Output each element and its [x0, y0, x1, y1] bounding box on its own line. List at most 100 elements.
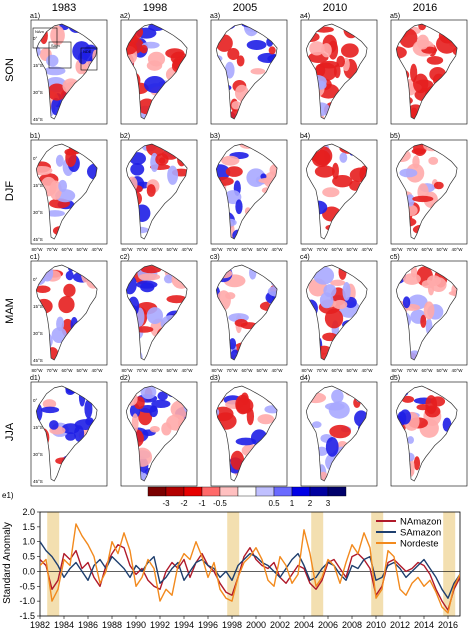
- anomaly-patch: [235, 437, 256, 446]
- map-panel-b5: b5) 80°W 70°W 60°W 50°W 40°W: [390, 133, 468, 252]
- year-header-2010: 2010: [323, 2, 347, 14]
- map-panel-a5: a5): [390, 13, 468, 125]
- anomaly-patch: [309, 41, 325, 56]
- anomaly-patch: [163, 274, 174, 284]
- panel-label: d1): [30, 375, 40, 382]
- lat-tick-label: 0°: [33, 156, 38, 161]
- coastline: [35, 23, 98, 120]
- x-tick-label: 2006: [318, 620, 338, 630]
- lon-tick-label: 80°W: [391, 368, 403, 373]
- lon-tick-label: 60°W: [421, 247, 433, 252]
- panel-label: c2): [120, 254, 130, 261]
- map-panel-c4: c4) 80°W 70°W 60°W 50°W 40°W: [300, 254, 378, 373]
- lon-tick-label: 60°W: [331, 368, 343, 373]
- lon-tick-label: 50°W: [436, 368, 448, 373]
- colorbar-swatch: [219, 486, 239, 497]
- panel-label: b2): [120, 133, 130, 140]
- map-panel-d3: d3): [210, 375, 288, 487]
- series-line-samazon: [40, 541, 460, 599]
- lon-tick-label: 80°W: [211, 247, 223, 252]
- legend-entry: SAmazon: [400, 528, 441, 539]
- colorbar-swatch: [165, 486, 185, 497]
- coastline: [125, 23, 188, 120]
- legend-entry: NAmazon: [400, 517, 442, 528]
- map-panel-c2: c2) 80°W 70°W 60°W 50°W 40°W: [120, 254, 198, 373]
- anomaly-patch: [433, 181, 444, 190]
- highlight-band: [311, 512, 324, 616]
- anomaly-patch: [250, 68, 266, 75]
- x-tick-label: 2010: [366, 620, 386, 630]
- lat-tick-label: 45°S: [33, 358, 43, 363]
- x-tick-label: 2008: [342, 620, 362, 630]
- y-tick-label: 1.0: [22, 537, 35, 547]
- year-header-1983: 1983: [52, 2, 76, 14]
- lon-tick-label: 50°W: [256, 247, 268, 252]
- anomaly-patch: [269, 163, 278, 177]
- anomaly-patch: [416, 34, 430, 50]
- lat-tick-label: 45°S: [33, 237, 43, 242]
- lon-tick-label: 60°W: [151, 247, 163, 252]
- anomaly-patch: [140, 282, 155, 293]
- anomaly-patch: [324, 402, 345, 411]
- anomaly-patch: [138, 273, 161, 281]
- x-tick-label: 1982: [30, 620, 50, 630]
- anomaly-patch: [333, 64, 341, 79]
- coastline: [215, 23, 278, 120]
- lon-tick-label: 80°W: [301, 368, 313, 373]
- x-tick-label: 2000: [246, 620, 266, 630]
- lon-tick-label: 80°W: [121, 368, 133, 373]
- anomaly-patch: [56, 316, 65, 332]
- coastline: [305, 143, 368, 240]
- coastline: [395, 385, 458, 482]
- anomaly-patch: [55, 154, 64, 167]
- lat-tick-label: 15°S: [33, 183, 43, 188]
- lon-tick-label: 40°W: [271, 247, 283, 252]
- coastline: [395, 264, 458, 361]
- anomaly-patch: [216, 164, 231, 181]
- lat-tick-label: 30°S: [33, 452, 43, 457]
- land-fill: [216, 265, 278, 360]
- lon-tick-label: 40°W: [181, 247, 193, 252]
- y-axis: -1.5 -1.0 -0.5 0.0 0.5 1.0 1.5 2.0: [19, 507, 40, 621]
- coastline: [215, 143, 278, 240]
- lon-tick-label: 60°W: [61, 368, 73, 373]
- map-panel-a2: a2): [120, 13, 198, 125]
- season-labels: SON DJF MAM JJA: [4, 58, 16, 441]
- colorbar-swatch: [327, 486, 347, 497]
- anomaly-patch: [157, 391, 168, 401]
- lon-tick-label: 40°W: [361, 247, 373, 252]
- anomaly-patch: [146, 144, 166, 157]
- y-tick-label: 0.0: [22, 566, 35, 576]
- panel-label: c4): [300, 254, 310, 261]
- panel-label: b1): [30, 133, 40, 140]
- x-tick-label: 1988: [102, 620, 122, 630]
- map-panel-grid: a1) 0° 15°S 30°S 45°S NAm SAm NDE a2) a3) a4) a5) b1…: [30, 13, 468, 487]
- region-box-label: NDE: [83, 49, 92, 54]
- lon-tick-label: 50°W: [166, 368, 178, 373]
- y-tick-label: 0.5: [22, 552, 35, 562]
- coastline: [35, 143, 98, 240]
- anomaly-patch: [235, 397, 254, 414]
- anomaly-patch: [330, 279, 346, 286]
- lon-tick-label: 60°W: [241, 247, 253, 252]
- anomaly-patch: [225, 292, 236, 300]
- series-line-namazon: [40, 544, 460, 611]
- season-label-djf: DJF: [4, 181, 16, 201]
- panel-label: b3): [210, 133, 220, 140]
- anomaly-patch: [149, 405, 158, 418]
- colorbar-tick-label: 3: [326, 499, 331, 508]
- anomaly-patch: [336, 55, 346, 68]
- anomaly-patch: [265, 291, 278, 304]
- lon-tick-label: 70°W: [316, 368, 328, 373]
- anomaly-patch: [268, 46, 276, 55]
- lon-tick-label: 40°W: [91, 247, 103, 252]
- anomaly-patch: [161, 422, 172, 436]
- anomaly-patch: [413, 73, 429, 94]
- anomaly-patch: [36, 403, 43, 422]
- map-panel-c3: c3) 80°W 70°W 60°W 50°W 40°W: [210, 254, 288, 373]
- lon-tick-label: 50°W: [166, 247, 178, 252]
- colorbar-tick-label: -1: [198, 499, 206, 508]
- lon-tick-label: 40°W: [451, 247, 463, 252]
- lon-tick-label: 50°W: [256, 368, 268, 373]
- y-axis-label: Standard Anomaly: [2, 522, 13, 604]
